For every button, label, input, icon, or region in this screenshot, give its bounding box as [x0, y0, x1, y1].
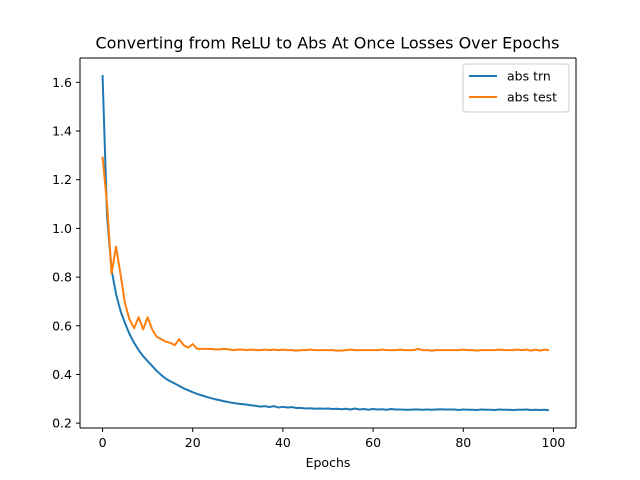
x-axis-ticks: 0 20 40 60 80 100: [99, 428, 566, 450]
y-tick-label: 0.8: [52, 270, 72, 285]
x-tick-label: 80: [455, 435, 471, 450]
series-lines: [101, 75, 550, 412]
x-tick-label: 100: [542, 435, 566, 450]
y-tick-label: 1.0: [52, 221, 72, 236]
x-tick-label: 40: [275, 435, 291, 450]
y-tick-label: 1.2: [52, 172, 72, 187]
x-tick-label: 0: [99, 435, 107, 450]
legend: abs trn abs test: [462, 63, 570, 113]
plot-area: [80, 58, 576, 428]
legend-label-abs-test: abs test: [507, 90, 557, 105]
y-axis-ticks: 0.2 0.4 0.6 0.8 1.0 1.2 1.4 1.6: [52, 75, 80, 431]
series-line-abs-trn: [101, 75, 550, 412]
x-axis-label: Epochs: [306, 455, 351, 470]
x-tick-label: 60: [365, 435, 381, 450]
y-tick-label: 0.6: [52, 318, 72, 333]
y-tick-label: 0.2: [52, 416, 72, 431]
y-tick-label: 1.4: [52, 124, 72, 139]
y-tick-label: 0.4: [52, 367, 72, 382]
x-tick-label: 20: [185, 435, 201, 450]
legend-label-abs-trn: abs trn: [507, 69, 551, 84]
axes-frame: [79, 57, 577, 429]
series-line-abs-test: [101, 156, 550, 352]
chart-title: Converting from ReLU to Abs At Once Loss…: [96, 34, 560, 53]
y-tick-label: 1.6: [52, 75, 72, 90]
